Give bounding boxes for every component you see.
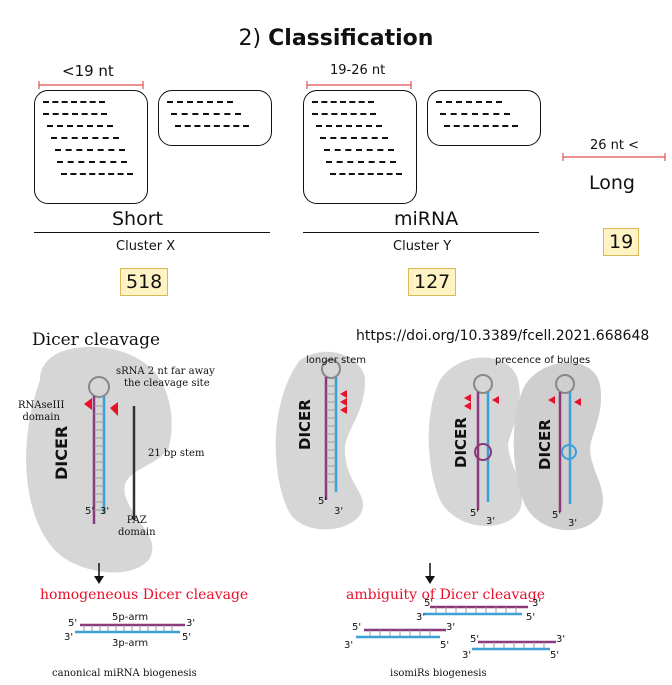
hairpin-loop-left (88, 376, 110, 398)
iso-end5-b: 5' (526, 612, 536, 623)
short-reads-box (34, 90, 148, 204)
dicer-body-right-2 (513, 362, 604, 531)
dicer-body-middle (275, 351, 365, 530)
end3-right-2: 3' (568, 518, 578, 529)
dicer-body-right-1 (428, 357, 523, 527)
dicer-diagram (26, 346, 604, 651)
mirna-range-label: 19-26 nt (330, 63, 386, 78)
paz-label: PAZ domain (118, 515, 156, 539)
arm-5p-label: 5p-arm (112, 612, 149, 623)
hairpin-loop-middle (321, 359, 341, 379)
long-range-label: 26 nt < (590, 138, 640, 153)
longer-stem-label: longer stem (306, 355, 367, 366)
rnaseiii-label: RNAseIII domain (18, 400, 64, 424)
cleavage-mark-2 (110, 402, 118, 416)
rnaseiii-line-2: domain (22, 412, 60, 423)
mirna-reads-box-2 (427, 90, 541, 146)
cleavage-mark-1 (84, 398, 92, 410)
duplex-end3-a: 3' (186, 618, 196, 629)
iso-end3-e: 3' (556, 634, 566, 645)
srna-note: sRNA 2 nt far away the cleavage site (116, 366, 215, 390)
paz-line-1: PAZ (126, 515, 147, 526)
short-category: Short (112, 208, 163, 230)
end5-middle: 5' (318, 496, 328, 507)
dicer-label-middle: DICER (296, 399, 314, 450)
arm-3p-label: 3p-arm (112, 638, 149, 649)
end3-middle: 3' (334, 506, 344, 517)
long-category: Long (589, 172, 635, 194)
dicer-label-right-2: DICER (536, 419, 554, 470)
classification-title: 2) Classification (0, 26, 672, 51)
doi-link[interactable]: https://doi.org/10.3389/fcell.2021.66864… (356, 328, 650, 344)
dicer-label-right-1: DICER (452, 417, 470, 468)
long-count: 19 (603, 228, 640, 256)
isomirs-label: isomiRs biogenesis (390, 668, 487, 679)
short-range-label: <19 nt (62, 62, 114, 80)
bulges-label: precence of bulges (495, 355, 591, 366)
canonical-label: canonical miRNA biogenesis (52, 668, 197, 679)
mirna-category: miRNA (394, 208, 459, 230)
mirna-count: 127 (408, 268, 457, 296)
iso-end5-c: 5' (352, 622, 362, 633)
short-reads-box-2 (158, 90, 272, 146)
short-count: 518 (120, 268, 169, 296)
end3-right-1: 3' (486, 516, 496, 527)
duplex-end3-b: 3' (64, 632, 74, 643)
srna-note-line-2: the cleavage site (124, 378, 210, 389)
end5-right-2: 5' (552, 510, 562, 521)
iso-end5-f: 5' (550, 650, 560, 661)
iso-end3-a: 3' (532, 598, 542, 609)
mirna-divider (303, 232, 539, 233)
srna-note-line-1: sRNA 2 nt far away (116, 366, 215, 377)
short-range-bar (38, 81, 144, 89)
iso-end5-e: 5' (470, 634, 480, 645)
stem-label: 21 bp stem (148, 448, 205, 459)
end5-right-1: 5' (470, 508, 480, 519)
short-divider (34, 232, 270, 233)
homogeneous-label: homogeneous Dicer cleavage (40, 587, 249, 603)
end3-left: 3' (100, 506, 110, 517)
duplex-end5-b: 5' (182, 632, 192, 643)
rnaseiii-line-1: RNAseIII (18, 400, 65, 411)
dicer-label-left: DICER (52, 425, 71, 480)
dicer-title: Dicer cleavage (32, 330, 161, 350)
iso-end5-d: 5' (440, 640, 450, 651)
iso-end3-b: 3' (416, 612, 426, 623)
mirna-range-bar (306, 81, 412, 89)
ambiguity-label: ambiguity of Dicer cleavage (346, 587, 545, 603)
iso-end3-f: 3' (462, 650, 472, 661)
mirna-cluster: Cluster Y (393, 239, 452, 254)
short-cluster: Cluster X (116, 239, 176, 254)
title-word: Classification (268, 26, 434, 51)
long-range-bar (562, 153, 666, 161)
iso-end5-a: 5' (424, 598, 434, 609)
end5-left: 5' (85, 506, 95, 517)
iso-end3-d: 3' (344, 640, 354, 651)
dicer-body-left (26, 346, 172, 573)
mirna-reads-box (303, 90, 417, 204)
duplex-end5-a: 5' (68, 618, 78, 629)
paz-line-2: domain (118, 527, 156, 538)
iso-end3-c: 3' (446, 622, 456, 633)
title-number: 2) (238, 26, 262, 51)
